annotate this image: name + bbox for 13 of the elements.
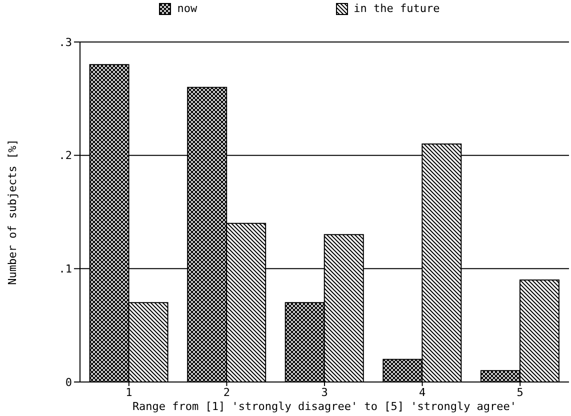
y-axis-title: Number of subjects [%] — [6, 139, 19, 285]
x-tick-label: 5 — [516, 386, 524, 399]
y-tick-label: .1 — [58, 262, 72, 276]
legend-label: in the future — [354, 2, 440, 15]
y-tick-label: .2 — [58, 149, 72, 162]
x-tick-label: 2 — [223, 386, 230, 399]
x-tick-label: 3 — [321, 386, 328, 399]
y-tick-label: .3 — [58, 36, 72, 49]
x-tick-label: 1 — [126, 386, 132, 399]
y-tick-label: 0 — [65, 376, 72, 389]
x-axis-title: Range from [1] 'strongly disagree' to [5] 'strongly agree' — [132, 400, 517, 413]
x-tick-label: 4 — [418, 386, 426, 399]
legend-label: now — [177, 2, 198, 15]
